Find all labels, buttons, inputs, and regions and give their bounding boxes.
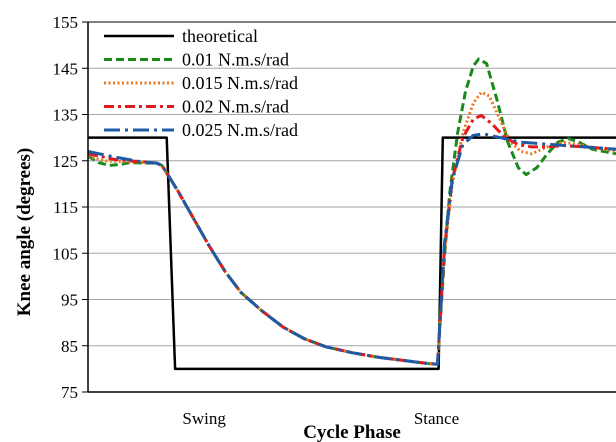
x-tick-label: Swing [182,409,226,428]
x-tick-labels: Swing Stance [182,409,459,428]
x-tick-label: Stance [414,409,459,428]
y-tick-label: 75 [61,383,78,402]
y-tick-label: 85 [61,337,78,356]
legend-entry: 0.01 N.m.s/rad [182,50,289,70]
y-tick-label: 155 [53,13,79,32]
y-tick-label: 125 [53,152,79,171]
y-tick-labels: 75 85 95 105 115 125 135 145 155 [53,13,88,402]
series-line-2 [87,90,616,366]
legend-entry: 0.015 N.m.s/rad [182,73,298,93]
series-line-1 [87,57,616,366]
x-axis-label: Cycle Phase [303,422,401,442]
y-tick-label: 95 [61,291,78,310]
legend: theoretical 0.01 N.m.s/rad 0.015 N.m.s/rad… [104,26,298,140]
legend-entry: 0.025 N.m.s/rad [182,120,298,140]
series-line-4 [87,132,616,366]
y-tick-label: 115 [53,198,78,217]
y-tick-label: 135 [53,106,79,125]
series-lines [87,57,616,371]
legend-entry: 0.02 N.m.s/rad [182,97,289,117]
legend-entry: theoretical [182,26,258,46]
y-tick-label: 105 [53,244,79,263]
y-axis-label: Knee angle (degrees) [14,148,35,317]
y-tick-label: 145 [53,59,79,78]
grid-lines [88,21,616,347]
